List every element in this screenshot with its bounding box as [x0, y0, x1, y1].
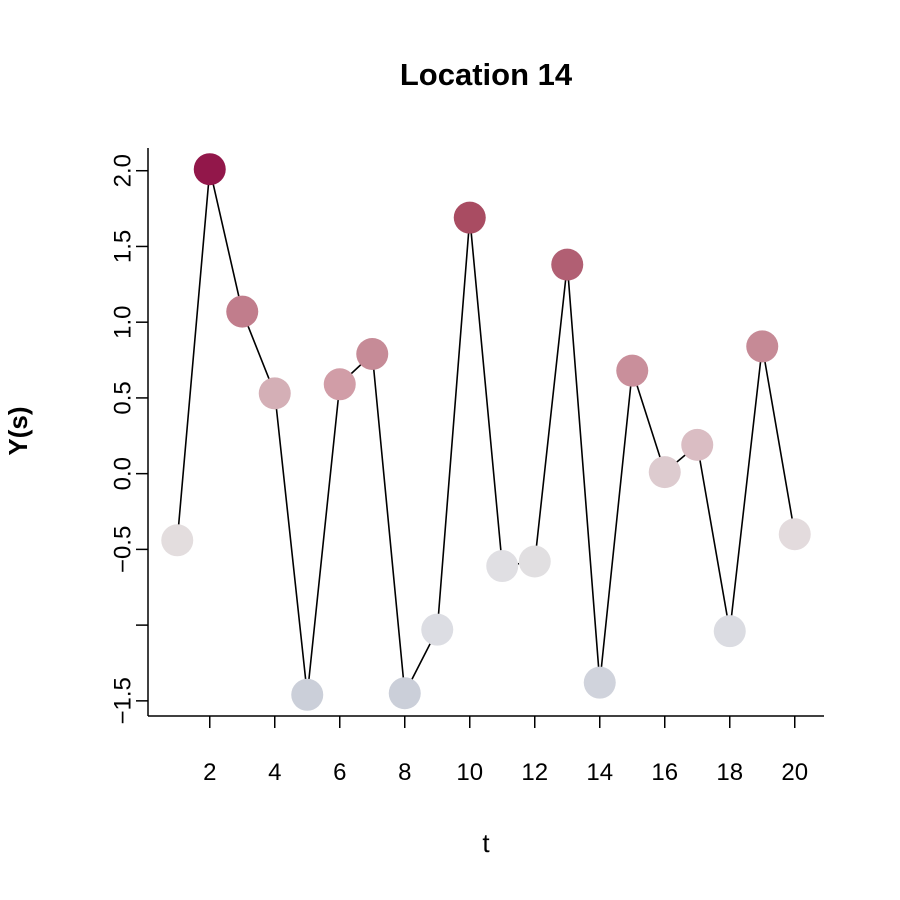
x-tick-label: 2	[203, 759, 216, 786]
data-point	[226, 295, 259, 328]
x-axis-label: t	[482, 828, 490, 858]
data-point	[486, 550, 519, 583]
x-tick-label: 12	[521, 759, 548, 786]
data-point	[453, 201, 486, 234]
data-point	[388, 677, 421, 710]
data-points	[161, 153, 811, 711]
data-point	[648, 456, 681, 489]
data-point	[778, 518, 811, 551]
data-point	[681, 428, 714, 461]
data-point	[323, 368, 356, 401]
data-point	[291, 678, 324, 711]
data-point	[421, 613, 454, 646]
x-tick-label: 18	[716, 759, 743, 786]
y-tick-label: 0.5	[109, 381, 136, 414]
data-point	[746, 330, 779, 363]
data-point	[356, 337, 389, 370]
data-point	[161, 524, 194, 557]
y-tick-label: 1.0	[109, 305, 136, 338]
y-tick-label: −0.5	[109, 526, 136, 573]
x-tick-label: 10	[456, 759, 483, 786]
y-tick-label: 0.0	[109, 457, 136, 490]
y-tick-label: 1.5	[109, 230, 136, 263]
x-tick-label: 16	[651, 759, 678, 786]
data-point	[551, 248, 584, 281]
data-point	[616, 354, 649, 387]
y-tick-label: −1.5	[109, 677, 136, 724]
data-point	[258, 377, 291, 410]
chart-title: Location 14	[400, 57, 573, 92]
data-point	[583, 666, 616, 699]
y-tick-label: 2.0	[109, 154, 136, 187]
y-axis-label: Y(s)	[3, 406, 33, 455]
y-axis-ticks: −1.5 −0.5 0.0 0.5 1.0 1.5 2.0	[109, 154, 148, 725]
x-tick-label: 8	[398, 759, 411, 786]
x-tick-label: 20	[781, 759, 808, 786]
x-tick-label: 14	[586, 759, 613, 786]
x-tick-label: 6	[333, 759, 346, 786]
data-point	[713, 615, 746, 648]
x-tick-label: 4	[268, 759, 281, 786]
data-point	[518, 545, 551, 578]
x-axis-ticks: 2 4 6 8 10 12 14 16 18 20	[203, 716, 808, 786]
data-point	[193, 153, 226, 186]
